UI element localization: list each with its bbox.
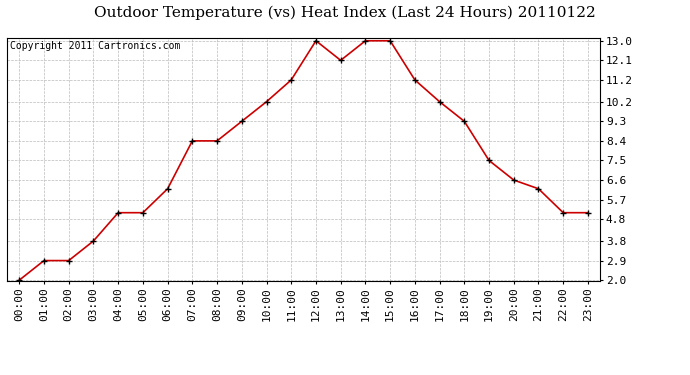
Text: Outdoor Temperature (vs) Heat Index (Last 24 Hours) 20110122: Outdoor Temperature (vs) Heat Index (Las… [94, 6, 596, 20]
Text: Copyright 2011 Cartronics.com: Copyright 2011 Cartronics.com [10, 41, 180, 51]
